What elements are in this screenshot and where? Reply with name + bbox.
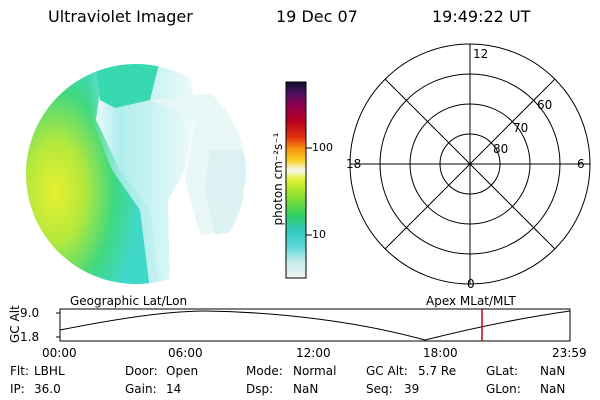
status-glat-value: NaN	[540, 364, 566, 378]
track-left-title: Geographic Lat/Lon	[70, 294, 188, 308]
status-flt-value: LBHL	[34, 364, 65, 378]
date-label: 19 Dec 07	[276, 7, 358, 26]
track-right-title: Apex MLat/MLT	[426, 294, 516, 308]
track-xtick-4: 23:59	[552, 346, 587, 360]
track-xtick-3: 18:00	[423, 346, 458, 360]
diagonal-b	[384, 78, 556, 250]
time-label: 19:49:22 UT	[432, 7, 531, 26]
mlt-label-12: 12	[473, 47, 489, 61]
status-gain-value: 14	[166, 382, 182, 396]
status-glat-label: GLat:	[486, 364, 519, 378]
track-xtick-1: 06:00	[168, 346, 203, 360]
mlt-label-0: 0	[467, 277, 475, 291]
polar-grid	[349, 43, 591, 285]
status-gcalt-label: GC Alt:	[366, 364, 408, 378]
colorbar-label-100: 100	[312, 141, 333, 154]
track-xtick-2: 12:00	[296, 346, 331, 360]
colorbar-units: photon cm⁻²s⁻¹	[271, 132, 285, 226]
status-door-label: Door:	[125, 364, 158, 378]
track-ytick-bottom: 1.8	[20, 330, 40, 344]
track-plot	[59, 308, 571, 342]
colorbar-label-10: 10	[312, 228, 326, 241]
status-mode-value: Normal	[293, 364, 337, 378]
status-dsp-label: Dsp:	[246, 382, 274, 396]
status-mode-label: Mode:	[246, 364, 283, 378]
status-ip-value: 36.0	[34, 382, 61, 396]
uv-image	[26, 64, 246, 284]
track-ytick-top: 9.0	[20, 306, 40, 320]
status-glon-value: NaN	[540, 382, 566, 396]
status-gcalt-value: 5.7 Re	[418, 364, 457, 378]
mlat-label-70: 70	[513, 121, 529, 135]
track-xtick-0: 00:00	[42, 346, 77, 360]
instrument-title: Ultraviolet Imager	[48, 7, 193, 26]
status-dsp-value: NaN	[293, 382, 319, 396]
altitude-curve	[59, 310, 571, 341]
status-glon-label: GLon:	[486, 382, 521, 396]
mlat-label-60: 60	[537, 98, 553, 112]
status-seq-label: Seq:	[366, 382, 393, 396]
colorbar	[285, 81, 307, 279]
status-flt-label: Flt:	[10, 364, 29, 378]
status-ip-label: IP:	[10, 382, 25, 396]
mlat-label-80: 80	[493, 142, 509, 156]
mlt-label-18: 18	[346, 157, 362, 171]
status-door-value: Open	[166, 364, 199, 378]
mlt-label-6: 6	[577, 157, 585, 171]
status-gain-label: Gain:	[125, 382, 157, 396]
status-seq-value: 39	[404, 382, 420, 396]
